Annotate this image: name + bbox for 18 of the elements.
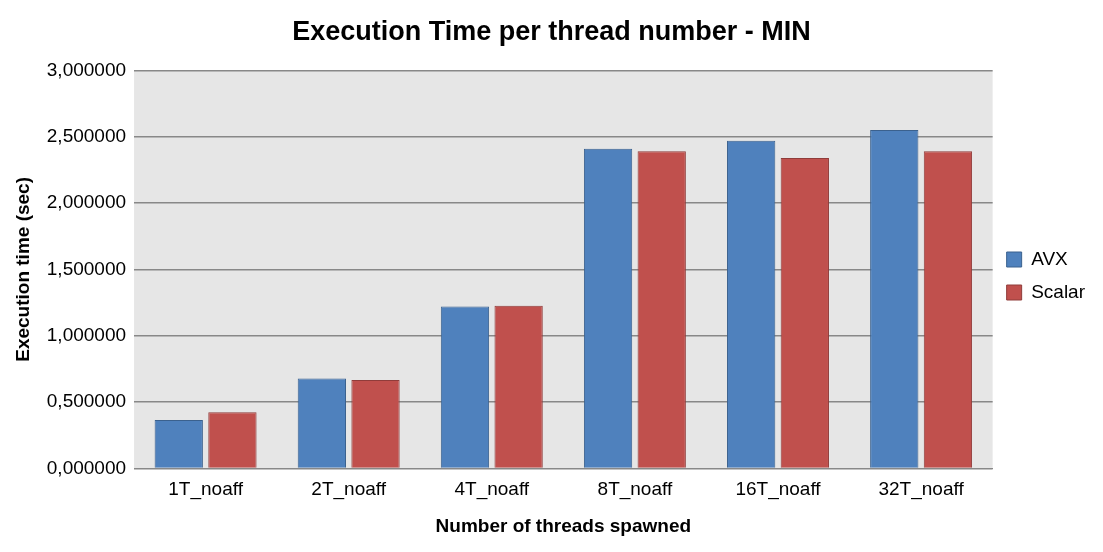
- legend-label: AVX: [1031, 247, 1069, 269]
- chart-title: Execution Time per thread number - MIN: [292, 15, 811, 46]
- x-tick-label: 4T_noaff: [454, 478, 530, 501]
- y-tick-label: 1,500000: [46, 257, 127, 279]
- legend-label: Scalar: [1031, 280, 1086, 302]
- x-tick-label: 16T_noaff: [735, 478, 822, 501]
- x-tick-label: 32T_noaff: [878, 478, 965, 501]
- y-tick-label: 2,000000: [46, 191, 127, 213]
- y-tick-label: 0,500000: [46, 390, 127, 412]
- y-tick-label: 2,500000: [46, 124, 127, 146]
- y-axis-title: Execution time (sec): [11, 177, 33, 362]
- x-tick-label: 8T_noaff: [597, 478, 673, 501]
- y-tick-label: 1,000000: [46, 323, 127, 345]
- x-tick-label: 2T_noaff: [311, 478, 387, 501]
- x-axis-title: Number of threads spawned: [435, 514, 692, 536]
- y-tick-label: 0,000000: [46, 456, 127, 478]
- y-tick-label: 3,000000: [46, 58, 127, 80]
- x-tick-label: 1T_noaff: [168, 478, 244, 501]
